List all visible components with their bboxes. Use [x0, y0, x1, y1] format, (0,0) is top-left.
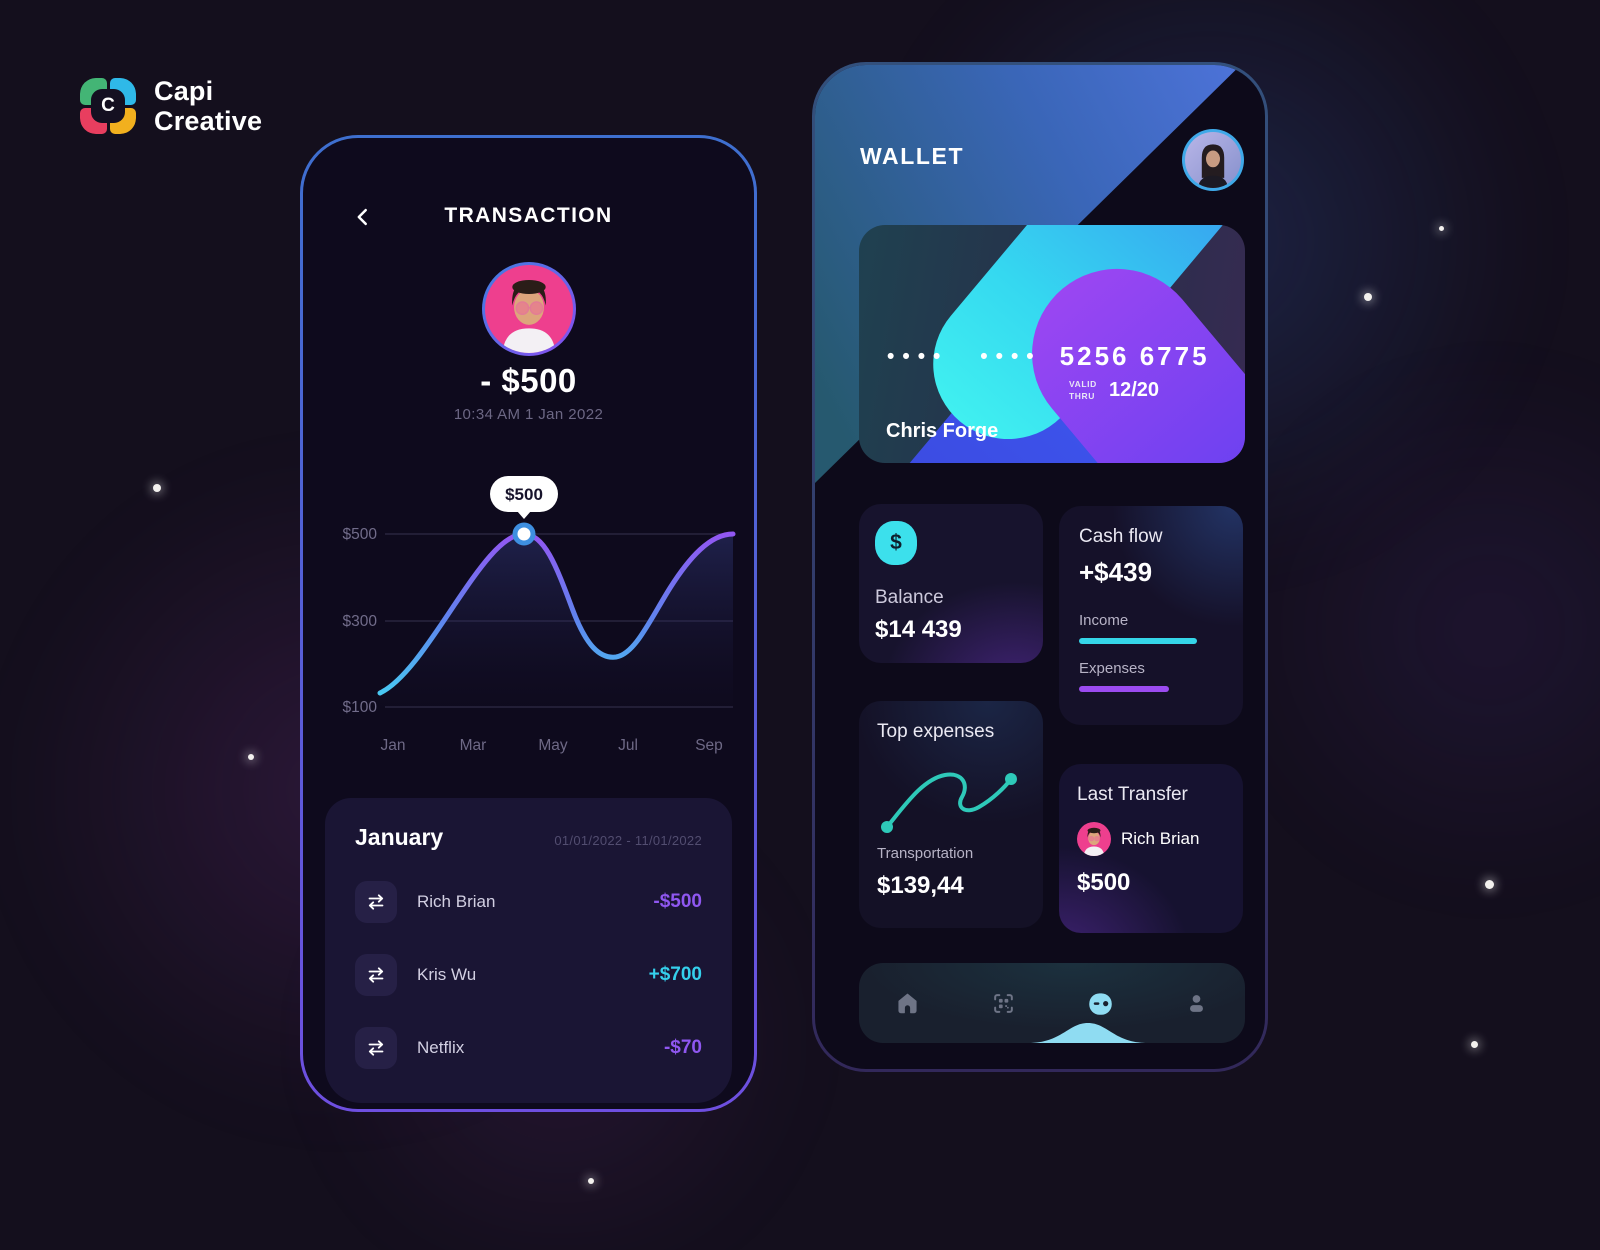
profile-icon — [1190, 994, 1204, 1012]
nav-wallet-button[interactable] — [1077, 980, 1123, 1026]
expenses-label: Expenses — [1079, 660, 1145, 677]
nav-qr-scan-button[interactable] — [981, 980, 1027, 1026]
transaction-row-amount: -$500 — [653, 890, 702, 912]
chart-highlight-marker[interactable] — [512, 522, 536, 546]
star-decoration — [1485, 880, 1494, 889]
brand-logo: C Capi Creative — [80, 76, 262, 136]
transaction-name: Netflix — [417, 1037, 465, 1057]
chart-line — [377, 531, 736, 696]
top-expenses-value: $139,44 — [877, 872, 964, 899]
svg-text:Mar: Mar — [460, 737, 487, 754]
person-avatar-image — [484, 265, 573, 353]
chart-tooltip: $500 — [490, 476, 558, 519]
transaction-name: Rich Brian — [417, 891, 496, 911]
month-title: January — [355, 824, 444, 850]
brand-name-line1: Capi — [154, 76, 214, 106]
transaction-row[interactable]: Netflix -$70 — [355, 1011, 702, 1084]
violet-glow — [1230, 320, 1600, 940]
card-number: 5256 6775 — [1059, 341, 1210, 371]
income-label: Income — [1079, 612, 1129, 629]
svg-text:May: May — [538, 737, 568, 754]
bottom-nav-bar — [859, 963, 1245, 1043]
wallet-icon-active — [1089, 992, 1112, 1015]
wallet-screen: WALLET •••• •••• 5256 6775 VALID THRU 12… — [812, 62, 1268, 1072]
income-bar — [1079, 638, 1197, 644]
cash-flow-title: Cash flow — [1079, 526, 1163, 547]
qr-scan-icon — [994, 993, 1014, 1013]
transaction-row-amount: -$70 — [663, 1036, 702, 1058]
active-tab-indicator — [1028, 1023, 1148, 1043]
svg-text:Jul: Jul — [618, 737, 638, 754]
balance-card[interactable]: $ Balance $14 439 — [859, 504, 1043, 663]
balance-label: Balance — [875, 587, 944, 608]
star-decoration — [1364, 293, 1372, 301]
svg-text:$500: $500 — [505, 485, 543, 504]
dollar-icon: $ — [875, 521, 917, 565]
svg-text:Sep: Sep — [695, 737, 723, 754]
expenses-sparkline-chart — [881, 772, 1017, 833]
last-transfer-title: Last Transfer — [1077, 784, 1188, 805]
transaction-row[interactable]: Rich Brian -$500 — [355, 865, 702, 938]
transfer-icon — [355, 1026, 397, 1069]
page-title: TRANSACTION — [444, 204, 613, 227]
balance-trend-chart: $500 $300 $100 $500 Jan Mar May Jul Sep — [327, 468, 739, 760]
card-holder-name: Chris Forge — [886, 420, 999, 442]
top-expenses-title: Top expenses — [877, 721, 995, 742]
expenses-bar — [1079, 686, 1169, 692]
last-transfer-avatar — [1077, 822, 1111, 856]
cash-flow-value: +$439 — [1079, 557, 1153, 587]
month-transactions-card: January 01/01/2022 - 11/01/2022 Rich Bri… — [325, 798, 732, 1103]
transaction-amount: - $500 — [480, 362, 577, 399]
transaction-avatar — [481, 262, 576, 356]
home-icon — [898, 993, 917, 1013]
last-transfer-name: Rich Brian — [1121, 829, 1200, 848]
transaction-timestamp: 10:34 AM 1 Jan 2022 — [453, 406, 604, 423]
last-transfer-card[interactable]: Last Transfer Rich Brian $500 — [1059, 764, 1243, 933]
back-button[interactable] — [347, 202, 377, 232]
brand-name: Capi Creative — [154, 76, 262, 136]
transfer-icon — [355, 953, 397, 996]
cash-flow-card[interactable]: Cash flow +$439 Income Expenses — [1059, 506, 1243, 725]
svg-text:$500: $500 — [343, 526, 378, 543]
top-expenses-category: Transportation — [877, 845, 974, 862]
balance-value: $14 439 — [875, 616, 962, 643]
last-transfer-value: $500 — [1077, 869, 1131, 896]
star-decoration — [248, 754, 254, 760]
profile-avatar-image — [1185, 132, 1241, 188]
star-decoration — [1471, 1041, 1478, 1048]
brand-name-line2: Creative — [154, 106, 263, 137]
star-decoration — [588, 1178, 594, 1184]
card-masked-digits: •••• •••• — [887, 344, 1042, 368]
transaction-screen: TRANSACTION - $500 10:34 AM 1 Jan 2022 — [300, 135, 757, 1112]
chevron-left-icon — [357, 208, 367, 226]
wallet-title: WALLET — [860, 143, 965, 169]
transaction-row[interactable]: Kris Wu +$700 — [355, 938, 702, 1011]
svg-text:Jan: Jan — [381, 737, 406, 754]
transaction-row-amount: +$700 — [648, 963, 702, 985]
top-expenses-card[interactable]: Top expenses Transportation $139,44 — [859, 701, 1043, 928]
x-axis-labels: Jan Mar May Jul Sep — [381, 737, 723, 754]
svg-text:$100: $100 — [343, 699, 378, 716]
transfer-icon — [355, 880, 397, 923]
capi-logo-icon: C — [80, 78, 136, 135]
chart-area-fill — [380, 534, 733, 707]
nav-home-button[interactable] — [884, 980, 930, 1026]
logo-letter: C — [91, 89, 125, 124]
transaction-name: Kris Wu — [417, 964, 477, 984]
nav-profile-button[interactable] — [1174, 980, 1220, 1026]
profile-avatar[interactable] — [1182, 129, 1244, 191]
star-decoration — [1439, 226, 1444, 231]
month-date-range: 01/01/2022 - 11/01/2022 — [554, 833, 702, 848]
card-valid-thru-label: VALID THRU — [1069, 379, 1097, 401]
y-axis-labels: $500 $300 $100 — [343, 526, 378, 716]
svg-text:$300: $300 — [343, 613, 378, 630]
star-decoration — [153, 484, 161, 492]
credit-card[interactable]: •••• •••• 5256 6775 VALID THRU 12/20 Chr… — [859, 225, 1245, 463]
card-valid-thru-value: 12/20 — [1109, 379, 1160, 401]
